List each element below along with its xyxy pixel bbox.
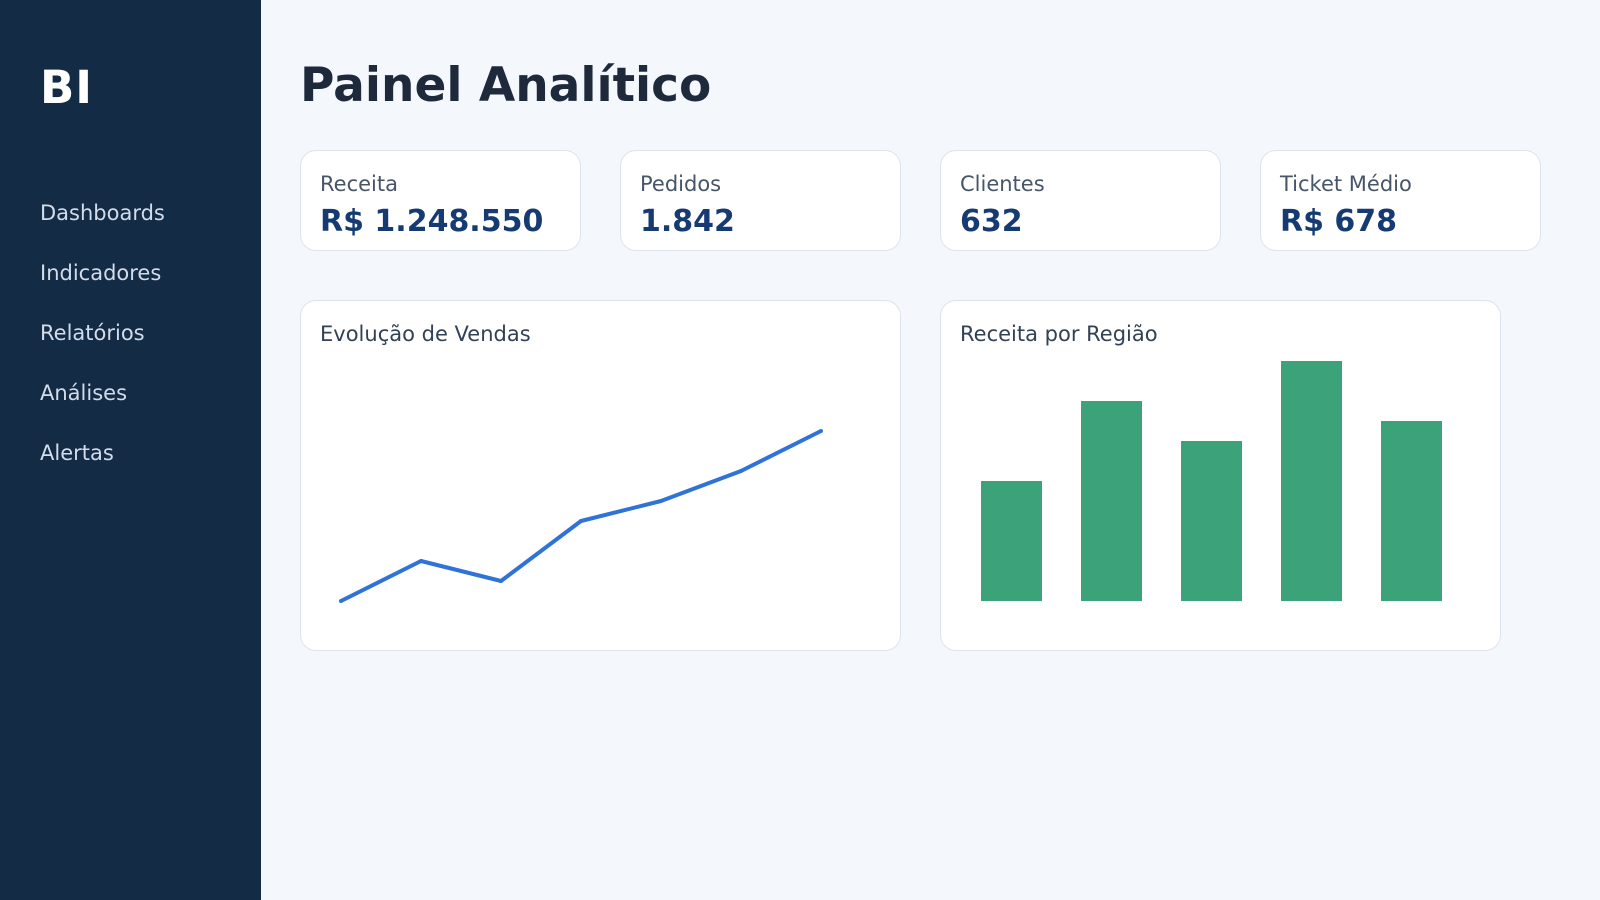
region-bar-5 [1381,421,1442,601]
sidebar: BI Dashboards Indicadores Relatórios Aná… [0,0,261,900]
sales-point-1 [339,599,343,603]
sales-point-5 [659,499,663,503]
chart-title: Receita por Região [960,322,1158,346]
sidebar-nav: Dashboards Indicadores Relatórios Anális… [40,196,165,496]
page-title: Painel Analítico [300,58,712,113]
chart-title: Evolução de Vendas [320,322,531,346]
sales-point-2 [419,559,423,563]
kpi-label: Pedidos [640,172,722,196]
region-bar-2 [1081,401,1142,601]
kpi-value: R$ 678 [1280,204,1398,239]
sales-point-6 [739,469,743,473]
kpi-label: Receita [320,172,398,196]
sales-point-4 [579,519,583,523]
logo: BI [40,61,94,114]
sales-series-line [340,429,822,603]
sidebar-item-dashboards[interactable]: Dashboards [40,201,165,225]
kpi-card-ticket-medio: Ticket Médio R$ 678 [1260,150,1541,251]
kpi-value: 1.842 [640,204,735,239]
kpi-value: R$ 1.248.550 [320,204,544,239]
chart-card-revenue-region: Receita por Região [940,300,1501,651]
region-bar-3 [1181,441,1242,601]
kpi-value: 632 [960,204,1023,239]
kpi-card-receita: Receita R$ 1.248.550 [300,150,581,251]
kpi-card-pedidos: Pedidos 1.842 [620,150,901,251]
bar-chart [981,361,1442,601]
sidebar-item-indicadores[interactable]: Indicadores [40,261,162,285]
region-bar-1 [981,481,1042,601]
sidebar-item-analises[interactable]: Análises [40,381,128,405]
kpi-label: Clientes [960,172,1045,196]
chart-card-sales-trend: Evolução de Vendas [300,300,901,651]
sales-point-3 [499,579,503,583]
kpi-card-clientes: Clientes 632 [940,150,1221,251]
sidebar-item-alertas[interactable]: Alertas [40,441,114,465]
sidebar-item-relatorios[interactable]: Relatórios [40,321,145,345]
line-chart [339,429,823,603]
kpi-label: Ticket Médio [1280,172,1412,196]
sales-point-7 [819,429,823,433]
region-bar-4 [1281,361,1342,601]
